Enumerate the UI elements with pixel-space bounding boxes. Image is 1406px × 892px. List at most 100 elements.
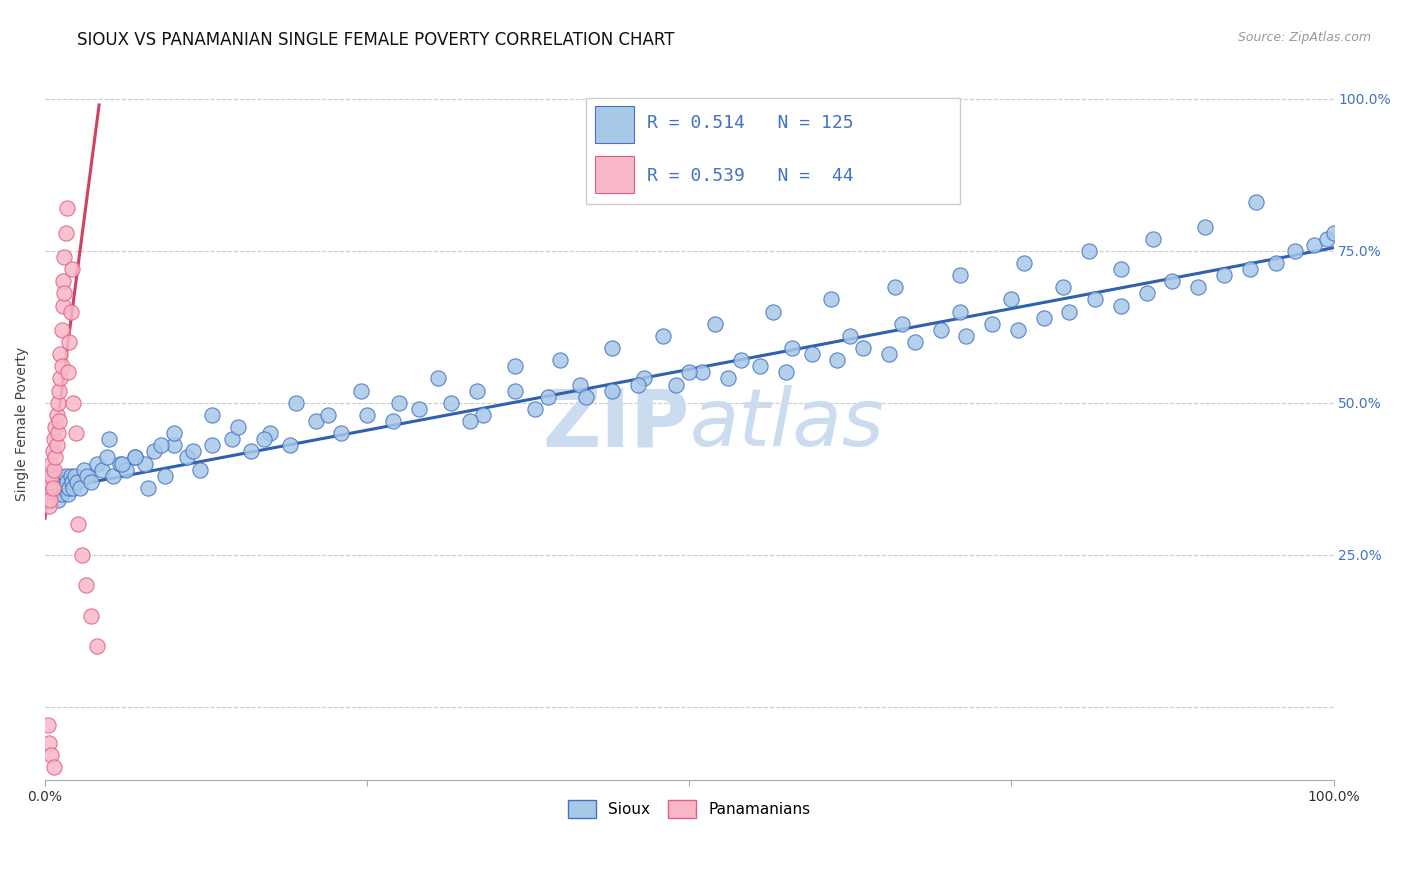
Point [890, 317, 912, 331]
Point [59, 304, 82, 318]
Point [1109, 299, 1132, 313]
Point [981, 317, 1004, 331]
Point [690, 365, 713, 379]
Point [53, 286, 76, 301]
Point [678, 365, 700, 379]
Point [1316, 232, 1339, 246]
Point [704, 317, 727, 331]
Point [38, 481, 60, 495]
Point [52, 475, 75, 489]
Point [45, 438, 67, 452]
Point [575, 390, 598, 404]
Point [56, 365, 79, 379]
Point [839, 329, 862, 343]
Point [75, 578, 97, 592]
Point [1187, 280, 1209, 294]
Point [55, 226, 77, 240]
Point [51, 487, 73, 501]
Point [62, 396, 84, 410]
Point [49, 481, 72, 495]
Point [904, 334, 927, 349]
Point [1239, 262, 1261, 277]
Point [41, 468, 63, 483]
Point [1052, 280, 1074, 294]
Point [124, 450, 146, 465]
Point [58, 481, 80, 495]
FancyBboxPatch shape [595, 106, 634, 144]
Point [42, 468, 65, 483]
Point [730, 353, 752, 368]
Point [52, 299, 75, 313]
Point [1303, 237, 1326, 252]
Point [350, 384, 373, 398]
Point [98, 432, 121, 446]
Point [782, 341, 804, 355]
Point [48, 384, 70, 398]
Point [503, 359, 526, 374]
Point [749, 359, 772, 374]
Point [149, 438, 172, 452]
Point [318, 408, 340, 422]
Point [72, 463, 94, 477]
Point [852, 341, 875, 355]
Point [949, 304, 972, 318]
Point [42, 432, 65, 446]
Point [38, 736, 60, 750]
Point [1284, 244, 1306, 258]
Point [627, 377, 650, 392]
Point [221, 432, 243, 446]
Point [877, 347, 900, 361]
Point [259, 426, 281, 441]
Point [72, 548, 94, 562]
Point [1032, 310, 1054, 325]
Point [633, 371, 655, 385]
Point [41, 481, 63, 495]
Point [76, 468, 98, 483]
Point [201, 408, 224, 422]
Point [48, 468, 70, 483]
Point [253, 432, 276, 446]
Text: Source: ZipAtlas.com: Source: ZipAtlas.com [1237, 31, 1371, 45]
Point [59, 468, 82, 483]
Point [929, 323, 952, 337]
Point [46, 396, 69, 410]
Point [80, 608, 103, 623]
Point [42, 760, 65, 774]
FancyBboxPatch shape [595, 156, 634, 193]
Point [408, 401, 430, 416]
Point [67, 517, 90, 532]
Point [136, 481, 159, 495]
Point [46, 426, 69, 441]
Point [51, 359, 73, 374]
Point [163, 426, 186, 441]
Point [1136, 286, 1159, 301]
Point [45, 475, 67, 489]
Point [49, 371, 72, 385]
Point [201, 438, 224, 452]
Point [62, 481, 84, 495]
Point [1264, 256, 1286, 270]
Point [176, 450, 198, 465]
Point [762, 304, 785, 318]
Point [1244, 195, 1267, 210]
Text: SIOUX VS PANAMANIAN SINGLE FEMALE POVERTY CORRELATION CHART: SIOUX VS PANAMANIAN SINGLE FEMALE POVERT… [77, 31, 675, 49]
Point [1077, 244, 1099, 258]
Y-axis label: Single Female Poverty: Single Female Poverty [15, 347, 30, 501]
Point [1059, 304, 1081, 318]
Point [37, 487, 59, 501]
Point [285, 396, 308, 410]
Point [465, 384, 488, 398]
Point [775, 365, 797, 379]
Point [356, 408, 378, 422]
Point [458, 414, 481, 428]
Point [440, 396, 463, 410]
Point [278, 438, 301, 452]
Point [503, 384, 526, 398]
Point [381, 414, 404, 428]
Point [600, 384, 623, 398]
Point [41, 475, 63, 489]
Point [96, 450, 118, 465]
Point [427, 371, 450, 385]
Point [80, 475, 103, 489]
Point [69, 481, 91, 495]
